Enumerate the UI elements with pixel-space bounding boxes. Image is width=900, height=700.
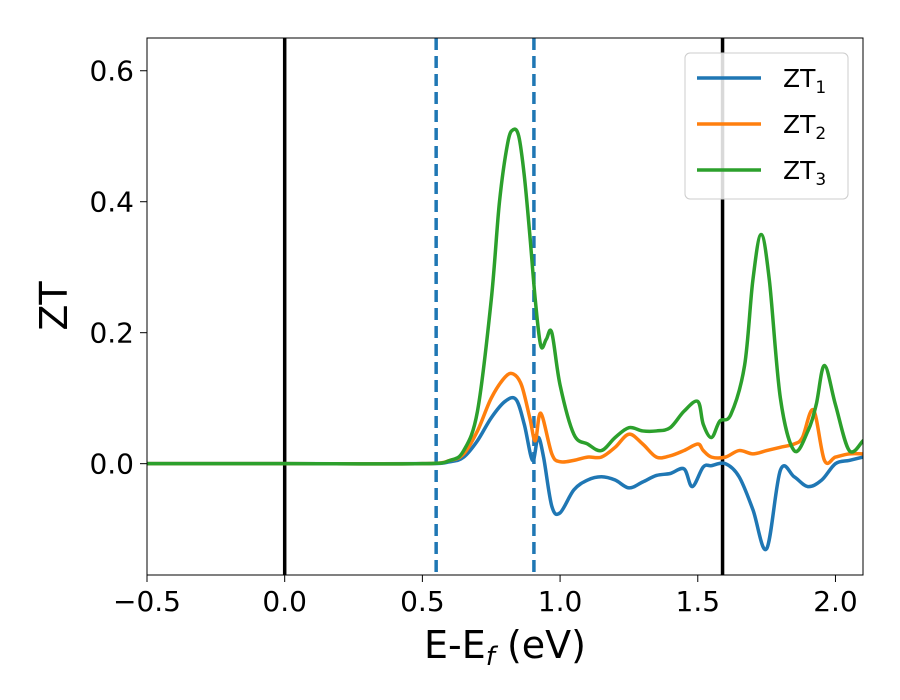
x-tick-label: 0.0 (262, 585, 307, 618)
x-axis-title-unit: (eV) (495, 623, 586, 667)
x-axis-ticks: −0.5 0.0 0.5 1.0 1.5 2.0 (113, 575, 858, 618)
series-line-zt1 (147, 395, 863, 552)
x-tick-label: 1.5 (676, 585, 721, 618)
x-axis-title: E-Ef (eV) (424, 623, 586, 672)
plot-frame (146, 37, 864, 576)
legend-label-zt3: ZT3 (783, 156, 826, 190)
x-tick-label: 0.5 (400, 585, 445, 618)
legend-label-zt1: ZT1 (783, 64, 826, 98)
x-tick-label: −0.5 (113, 585, 181, 618)
x-tick-label: 2.0 (813, 585, 858, 618)
series-line-zt3 (147, 127, 863, 466)
series-layer (147, 127, 863, 552)
series-line-zt2 (147, 371, 863, 466)
y-tick-label: 0.2 (89, 317, 134, 350)
legend-box (684, 52, 849, 200)
legend-items: ZT1 ZT2 ZT3 (697, 64, 826, 190)
y-tick-label: 0.0 (89, 448, 134, 481)
y-axis-ticks: 0.0 0.2 0.4 0.6 (89, 55, 147, 481)
y-tick-label: 0.4 (89, 186, 134, 219)
x-tick-label: 1.0 (538, 585, 583, 618)
y-axis-title: ZT (32, 281, 76, 331)
reference-lines (282, 38, 725, 575)
y-tick-label: 0.6 (89, 55, 134, 88)
legend-label-zt2: ZT2 (783, 110, 826, 144)
x-axis-title-main: E-E (424, 623, 486, 667)
legend: ZT1 ZT2 ZT3 (684, 52, 849, 200)
